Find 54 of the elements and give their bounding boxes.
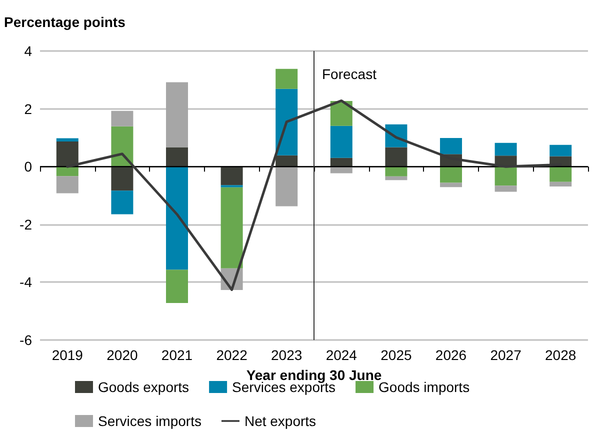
ref-line-label: Forecast [322, 66, 377, 82]
bar [166, 82, 188, 148]
x-tick-label: 2021 [161, 347, 193, 363]
bar [220, 187, 243, 268]
bar [385, 176, 408, 180]
bar [330, 126, 352, 158]
bar [385, 166, 408, 176]
bar [550, 144, 572, 156]
bar [166, 147, 188, 167]
bar [111, 110, 134, 126]
bar [56, 166, 78, 176]
legend-label: Services imports [98, 413, 202, 429]
y-axis-title: Percentage points [4, 14, 126, 30]
x-tick-label: 2028 [545, 347, 576, 363]
x-tick-label: 2019 [52, 347, 84, 363]
bar [276, 155, 298, 167]
bar [385, 147, 408, 167]
x-tick-label: 2020 [106, 347, 138, 363]
bar [440, 182, 462, 188]
x-tick-label: 2026 [435, 347, 467, 363]
bar [494, 142, 517, 156]
bar [550, 182, 572, 187]
bar [494, 186, 517, 192]
legend-label: Net exports [244, 413, 316, 429]
bar [330, 166, 352, 174]
y-tick-label: 0 [24, 158, 32, 175]
bar [166, 270, 188, 304]
bar [56, 138, 78, 142]
legend-label: Goods exports [98, 379, 190, 395]
x-tick-label: 2027 [490, 347, 522, 363]
y-tick-label: 4 [24, 43, 32, 59]
bar [111, 190, 134, 214]
y-tick-label: -2 [20, 216, 32, 232]
y-tick-label: -6 [20, 332, 32, 348]
bar [111, 126, 134, 167]
bar [166, 166, 188, 270]
y-tick-label: 2 [24, 100, 32, 117]
x-tick-label: 2023 [271, 347, 302, 363]
bar [276, 88, 298, 156]
bar [330, 158, 352, 167]
bar [56, 176, 78, 194]
bar [111, 166, 134, 191]
bar [440, 138, 462, 154]
bar [276, 68, 298, 89]
legend-label: Goods imports [378, 379, 470, 395]
bar [220, 166, 243, 186]
x-tick-label: 2025 [380, 347, 412, 363]
bar [440, 166, 462, 183]
bar [276, 166, 298, 206]
x-tick-label: 2022 [216, 347, 248, 363]
y-tick-label: -4 [20, 274, 32, 290]
bar [550, 166, 572, 182]
bar [494, 166, 517, 186]
x-tick-label: 2024 [326, 347, 358, 363]
